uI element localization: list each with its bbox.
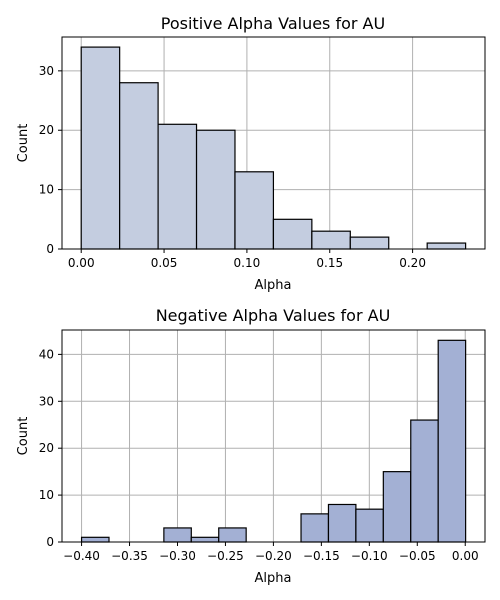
x-tick-label: −0.20: [255, 549, 292, 563]
x-axis-ticks: 0.00 0.05 0.10 0.15 0.20: [68, 249, 426, 270]
histogram-bar: [218, 527, 247, 543]
x-axis-label: Alpha: [255, 278, 292, 293]
x-axis-ticks: −0.40 −0.35 −0.30 −0.25 −0.20 −0.15 −0.10 −0.05…: [63, 542, 479, 563]
histogram-bar: [272, 218, 313, 250]
histogram-bar: [355, 508, 384, 543]
x-tick-label: 0.10: [234, 256, 261, 270]
y-tick-label: 20: [39, 441, 54, 455]
histogram-bar: [311, 230, 351, 250]
histogram-bar: [234, 171, 275, 250]
histogram-bar: [300, 513, 330, 543]
histogram-bars: [80, 339, 467, 543]
histogram-bars: [80, 46, 467, 250]
x-tick-label: −0.35: [111, 549, 148, 563]
y-tick-label: 10: [39, 183, 54, 197]
histogram-bar: [163, 527, 192, 543]
x-tick-label: 0.05: [151, 256, 178, 270]
chart-title: Negative Alpha Values for AU: [156, 306, 391, 325]
y-axis-label: Count: [16, 417, 31, 456]
histogram-bar: [349, 236, 390, 250]
x-tick-label: −0.40: [63, 549, 100, 563]
histogram-bar: [157, 123, 198, 250]
x-tick-label: −0.15: [303, 549, 340, 563]
y-tick-label: 10: [39, 488, 54, 502]
x-tick-label: −0.30: [159, 549, 196, 563]
y-axis-label: Count: [16, 124, 31, 163]
plot-frame: [61, 36, 486, 250]
histogram-bar: [410, 419, 439, 543]
histogram-bar: [327, 503, 357, 543]
chart-title: Positive Alpha Values for AU: [161, 14, 385, 33]
histogram-bar: [80, 46, 121, 250]
y-tick-label: 40: [39, 347, 54, 361]
x-tick-label: 0.00: [68, 256, 95, 270]
histogram-bar: [80, 536, 110, 543]
histogram-bar: [382, 471, 412, 543]
x-tick-label: 0.00: [452, 549, 479, 563]
x-tick-label: −0.10: [351, 549, 388, 563]
y-tick-label: 30: [39, 64, 54, 78]
histogram-bar: [426, 242, 467, 250]
positive-alpha-chart: Positive Alpha Values for AU 0.00 0.05 0.1…: [16, 14, 486, 293]
y-axis-ticks: 0 10 20 30 40: [39, 347, 62, 549]
y-tick-label: 20: [39, 123, 54, 137]
x-tick-label: −0.05: [399, 549, 436, 563]
x-tick-label: 0.20: [399, 256, 426, 270]
histogram-bar: [190, 536, 220, 543]
histogram-bar: [119, 82, 159, 250]
x-axis-label: Alpha: [255, 571, 292, 586]
y-tick-label: 0: [46, 535, 54, 549]
y-axis-ticks: 0 10 20 30: [39, 64, 62, 256]
histogram-bar: [437, 339, 467, 543]
x-tick-label: −0.25: [207, 549, 244, 563]
y-tick-label: 30: [39, 394, 54, 408]
x-tick-label: 0.15: [316, 256, 343, 270]
negative-alpha-chart: Negative Alpha Values for AU −0.40 −0.35−…: [16, 306, 486, 586]
y-tick-label: 0: [46, 242, 54, 256]
histogram-bar: [195, 129, 236, 250]
